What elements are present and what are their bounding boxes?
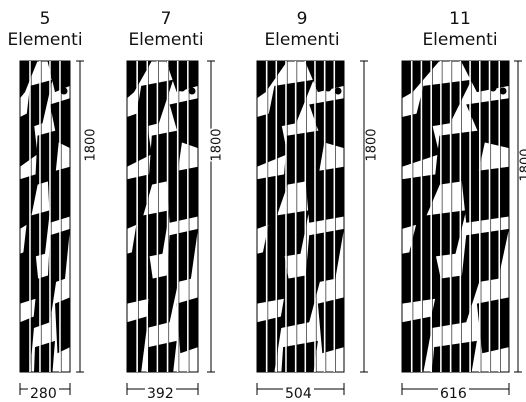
panel-4-elements-text: Elementi <box>422 30 498 50</box>
panel-2-handle-dot <box>188 87 196 95</box>
panel-3-handle-dot <box>334 87 342 95</box>
panel-4-shape <box>460 61 509 93</box>
panel-3-shape <box>257 110 288 167</box>
panel-1-artwork <box>19 60 71 373</box>
panel-1-shape <box>20 110 38 167</box>
panel-2-shape <box>146 340 177 372</box>
panel-1-elements-text: Elementi <box>7 30 83 50</box>
panel-4-shape <box>402 316 435 372</box>
panel-3-handle-dot <box>324 84 332 92</box>
panel-1-width-label: 280 <box>28 386 59 402</box>
panel-2-shape <box>166 61 198 93</box>
panel-1-label: 5 Elementi <box>5 9 85 51</box>
panel-3-shape <box>281 340 318 372</box>
panel-4-shape <box>460 228 509 285</box>
panel-2-shape <box>127 61 152 99</box>
panel-1-handle-dot <box>60 87 68 95</box>
panel-2-label: 7 Elementi <box>126 9 206 51</box>
panel-1-shape <box>55 297 70 354</box>
panel-4-shape <box>432 340 477 372</box>
panel-2-count: 7 <box>160 9 172 29</box>
panel-3-elements-text: Elementi <box>264 30 340 50</box>
panel-3-width-label: 504 <box>283 386 314 402</box>
panel-1-shape <box>20 61 38 99</box>
panel-3-shape <box>257 247 292 304</box>
panel-3-artwork <box>256 60 345 373</box>
panel-4-label: 11 Elementi <box>420 9 500 51</box>
panel-2-width-label: 392 <box>145 386 176 402</box>
panel-3-shape <box>317 297 344 354</box>
panel-3-height-label: 1800 <box>364 128 380 162</box>
panel-2-shape <box>130 210 170 260</box>
panel-2-shape <box>166 166 198 223</box>
panel-3-label: 9 Elementi <box>262 9 342 51</box>
panel-3-shape <box>278 272 323 329</box>
panel-1-shape <box>47 61 70 93</box>
panel-1-height-label: 1800 <box>83 128 99 162</box>
panel-2-height-label: 1800 <box>209 128 225 162</box>
panel-2-shape <box>169 98 198 149</box>
panel-1-count: 5 <box>39 9 51 29</box>
panel-4-handle-dot <box>489 84 497 92</box>
panel-3-shape <box>257 173 292 229</box>
panel-4-shape <box>460 166 509 223</box>
panel-4-count: 11 <box>449 9 471 29</box>
panel-2-artwork <box>126 60 199 373</box>
panel-4-height-label: 1800 <box>519 148 526 182</box>
panel-4-shape <box>466 98 509 149</box>
panel-4-handle-dot <box>499 87 507 95</box>
panel-2-shape <box>144 272 181 329</box>
panel-2-elements-text: Elementi <box>128 30 204 50</box>
panel-1-shape <box>47 228 70 285</box>
panel-1-shape <box>47 166 70 223</box>
panel-3-shape <box>257 61 288 99</box>
panel-4-shape <box>476 297 509 354</box>
panel-3-count: 9 <box>296 9 308 29</box>
panel-2-shape <box>166 228 198 285</box>
panel-2-handle-dot <box>178 84 186 92</box>
panel-4-width-label: 616 <box>438 386 469 402</box>
panel-4-artwork <box>401 60 510 373</box>
panel-2-shape <box>127 110 152 167</box>
